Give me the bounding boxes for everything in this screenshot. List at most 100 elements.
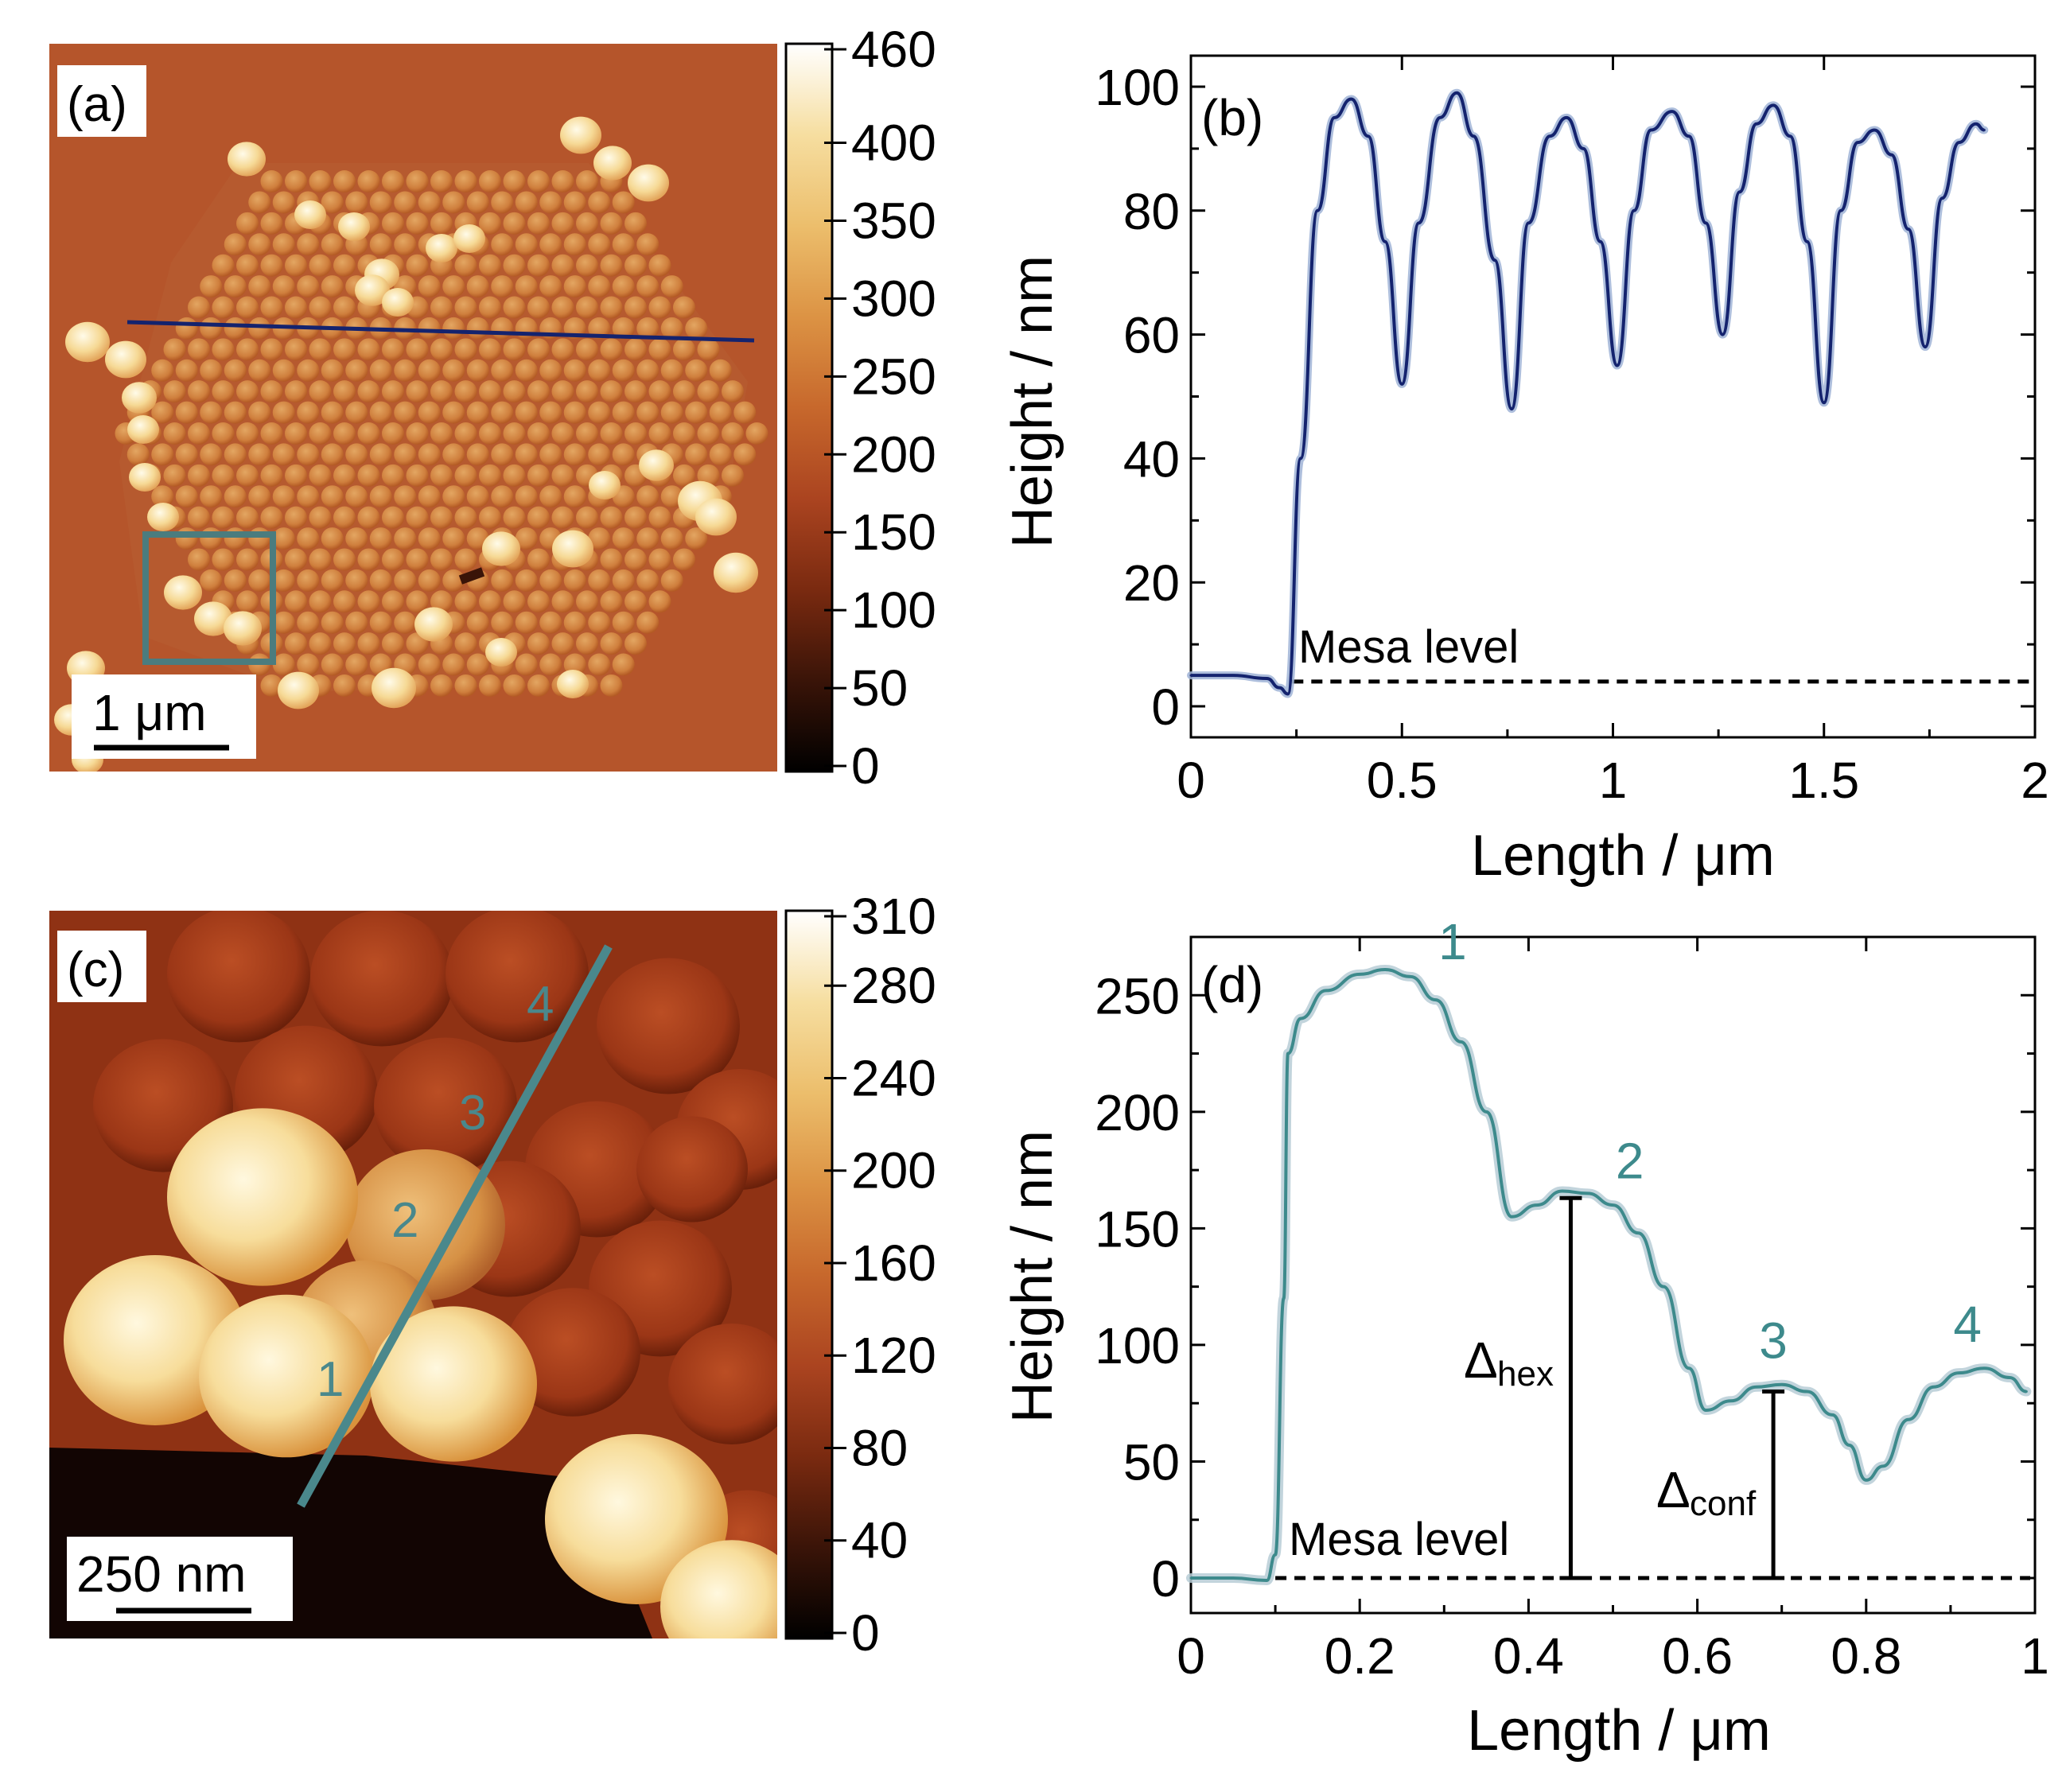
- x-tick-label: 1: [2021, 1627, 2049, 1685]
- data-point: [1548, 134, 1551, 138]
- nanoparticle: [539, 569, 562, 592]
- data-point: [1729, 1399, 1733, 1402]
- nanoparticle: [297, 569, 320, 592]
- nanoparticle-cluster: [372, 667, 416, 709]
- nanoparticle: [636, 317, 659, 340]
- nanoparticle: [733, 401, 757, 424]
- nanoparticle: [418, 191, 441, 214]
- colorbar-tick-label: 50: [851, 659, 908, 717]
- y-tick-label: 250: [1095, 967, 1180, 1024]
- nanoparticle: [236, 212, 259, 235]
- nanoparticle: [357, 506, 380, 529]
- nanoparticle: [430, 422, 453, 445]
- nanoparticle: [479, 422, 501, 445]
- data-point: [1299, 457, 1302, 460]
- nanoparticle: [188, 296, 210, 319]
- nanoparticle: [722, 380, 744, 403]
- nanoparticle: [660, 527, 683, 550]
- series-line: [1191, 968, 2027, 1582]
- nanoparticle: [466, 317, 489, 340]
- nanoparticle: [163, 464, 186, 487]
- nanoparticle: [576, 338, 598, 361]
- nanoparticle: [660, 275, 683, 298]
- nanoparticle: [563, 359, 586, 382]
- nanoparticle: [175, 443, 198, 466]
- nanoparticle: [539, 653, 562, 676]
- nanoparticle: [224, 233, 247, 256]
- nanoparticle: [648, 338, 671, 361]
- nanoparticle: [260, 674, 283, 697]
- nanoparticle: [345, 611, 368, 634]
- nanoparticle: [636, 275, 659, 298]
- nanoparticle: [600, 254, 623, 277]
- nanoparticle: [163, 380, 186, 403]
- nanoparticle: [272, 191, 295, 214]
- data-point: [1865, 1479, 1868, 1482]
- nanoparticle: [430, 170, 453, 193]
- data-point: [1455, 91, 1458, 95]
- nanoparticle: [588, 569, 611, 592]
- nanoparticle: [527, 590, 550, 613]
- nanoparticle: [309, 590, 332, 613]
- nanoparticle: [491, 443, 514, 466]
- nanoparticle: [151, 359, 174, 382]
- afm-image-a-nanoparticles: [54, 116, 768, 772]
- nanoparticle: [200, 485, 223, 508]
- colorbar-tick-label: 0: [851, 737, 880, 795]
- nanoparticle: [454, 380, 477, 403]
- nanoparticle: [563, 443, 586, 466]
- nanoparticle: [188, 422, 210, 445]
- nanoparticle: [515, 317, 538, 340]
- nanoparticle: [345, 191, 368, 214]
- data-point: [1265, 1579, 1268, 1582]
- data-point: [1286, 1052, 1290, 1055]
- nanoparticle: [430, 590, 453, 613]
- panel-a-label: (a): [67, 77, 127, 132]
- nanoparticle: [539, 443, 562, 466]
- nanoparticle: [466, 443, 489, 466]
- nanoparticle: [612, 653, 635, 676]
- nanoparticle: [248, 527, 271, 550]
- data-point: [1438, 116, 1442, 119]
- nanoparticle: [418, 527, 441, 550]
- nanoparticle: [430, 674, 453, 697]
- nanoparticle: [648, 422, 671, 445]
- nanoparticle: [673, 338, 695, 361]
- nanoparticle: [248, 317, 271, 340]
- nanoparticle: [394, 443, 417, 466]
- nanoparticle: [430, 506, 453, 529]
- nanoparticle: [175, 485, 198, 508]
- nanoparticle: [224, 527, 247, 550]
- nanoparticle: [576, 296, 598, 319]
- nanoparticle: [406, 212, 429, 235]
- nanoparticle-cluster: [122, 382, 157, 414]
- y-tick-label: 0: [1151, 1550, 1180, 1607]
- nanoparticle: [357, 548, 380, 571]
- nanoparticle: [479, 590, 501, 613]
- x-tick-label: 0.5: [1367, 752, 1438, 809]
- nanoparticle: [394, 233, 417, 256]
- nanoparticle: [418, 443, 441, 466]
- nanoparticle: [297, 611, 320, 634]
- x-tick-label: 1.5: [1788, 752, 1859, 809]
- nanoparticle: [309, 170, 332, 193]
- nanoparticle: [212, 296, 235, 319]
- chart-b-panel-label: (b): [1201, 89, 1263, 146]
- nanoparticle: [685, 317, 708, 340]
- nanoparticle: [418, 317, 441, 340]
- nanoparticle: [685, 443, 708, 466]
- x-tick-label: 0: [1177, 752, 1205, 809]
- y-tick-label: 50: [1123, 1433, 1180, 1491]
- nanoparticle: [515, 401, 538, 424]
- data-point: [1265, 677, 1268, 680]
- nanoparticle: [167, 911, 310, 1043]
- point-label-3-c: 3: [459, 1086, 486, 1141]
- data-point: [1687, 1366, 1691, 1370]
- point-label-4-c: 4: [527, 977, 554, 1032]
- nanoparticle: [624, 422, 647, 445]
- nanoparticle: [333, 422, 356, 445]
- nanoparticle: [624, 632, 647, 655]
- nanoparticle: [527, 632, 550, 655]
- nanoparticle: [588, 527, 611, 550]
- data-point: [1780, 1383, 1784, 1386]
